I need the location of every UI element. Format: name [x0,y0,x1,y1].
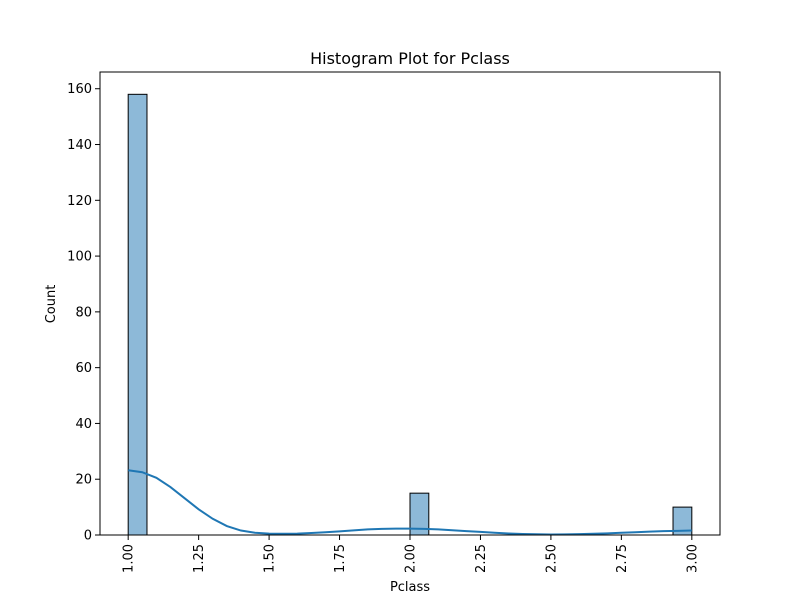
x-tick-label: 3.00 [685,544,700,573]
y-axis: 0 20 40 60 80 100 120 140 160 [67,82,100,544]
y-tick-label: 60 [75,361,92,376]
x-tick-label: 2.25 [474,544,489,573]
chart-title: Histogram Plot for Pclass [310,49,510,68]
y-tick-label: 0 [84,529,92,544]
x-tick-label: 1.75 [333,544,348,573]
x-tick-label: 2.00 [404,544,419,573]
y-tick-label: 20 [75,473,92,488]
bars-group [127,93,693,536]
x-tick-label: 2.75 [615,544,630,573]
x-tick-label: 1.00 [122,544,137,573]
x-axis: 1.00 1.25 1.50 1.75 2.00 2.25 2.50 2.75 3.00 [122,535,700,573]
x-tick-label: 1.25 [192,544,207,573]
y-axis-label: Count [44,285,59,324]
y-tick-label: 140 [67,138,92,153]
x-tick-label: 1.50 [263,544,278,573]
y-tick-label: 40 [75,417,92,432]
y-tick-label: 80 [75,305,92,320]
x-axis-label: Pclass [390,580,430,595]
histogram-bar-0 [127,93,148,536]
x-tick-label: 2.50 [544,544,559,573]
kde-curve [128,469,692,536]
y-tick-label: 160 [67,82,92,97]
y-tick-label: 120 [67,194,92,209]
y-tick-label: 100 [67,250,92,265]
